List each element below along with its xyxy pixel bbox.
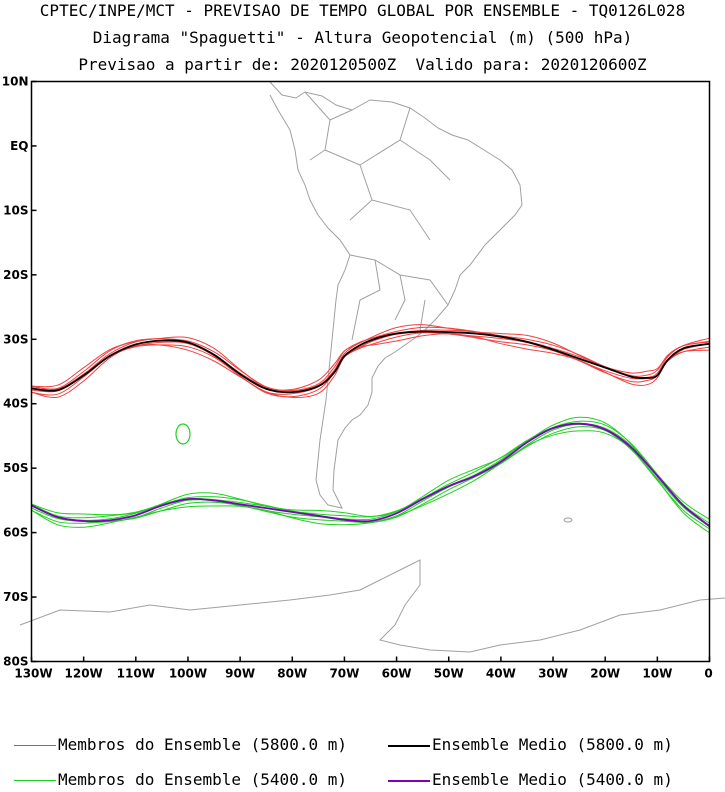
chart-title-line-1: CPTEC/INPE/MCT - PREVISAO DE TEMPO GLOBA… xyxy=(39,1,686,20)
legend-swatch-mean-5400 xyxy=(388,780,430,782)
legend-swatch-mean-5800 xyxy=(388,745,430,747)
x-tick-label-4: 90W xyxy=(225,667,255,681)
y-tick-label-3: 20S xyxy=(3,268,28,282)
series-2-member-line-0 xyxy=(31,430,710,534)
south-america-coastline xyxy=(269,81,523,509)
legend-label-members-5400: Membros do Ensemble (5400.0 m) xyxy=(58,770,347,789)
y-tick-label-5: 40S xyxy=(3,397,28,411)
spaghetti-map: 130W 120W 110W 100W 90W 80W 70W 60W 50W 40W 30W 20W… xyxy=(2,75,725,681)
plot-frame xyxy=(30,80,711,663)
series-3-mean-line xyxy=(31,422,711,527)
y-tick-label-9: 80S xyxy=(3,655,28,669)
series-2-member-line-3 xyxy=(31,422,710,526)
series-3-group xyxy=(31,422,711,527)
series-1-group xyxy=(31,330,710,394)
y-tick-label-4: 30S xyxy=(3,332,28,346)
chart-title-line-3: Previsao a partir de: 2020120500Z Valido… xyxy=(78,55,647,74)
series-1-mean-line xyxy=(31,330,710,394)
y-tick-label-0: 10N xyxy=(2,75,29,89)
x-tick-label-13: 0 xyxy=(704,667,712,681)
x-tick-label-9: 40W xyxy=(486,667,516,681)
legend-label-mean-5800: Ensemble Medio (5800.0 m) xyxy=(432,735,673,754)
series-0-member-line-0 xyxy=(31,333,710,399)
southern-islands xyxy=(563,517,573,523)
x-tick-label-8: 50W xyxy=(434,667,464,681)
series-0-member-line-5 xyxy=(31,324,710,391)
y-tick-label-1: EQ xyxy=(10,139,28,153)
series-2-member-line-2 xyxy=(31,423,710,528)
y-tick-label-6: 50S xyxy=(3,461,28,475)
legend-swatch-members-5400 xyxy=(14,780,56,781)
x-tick-label-3: 100W xyxy=(169,667,207,681)
series-0-member-line-1 xyxy=(31,332,710,398)
antarctica-coastline xyxy=(19,559,725,653)
series-0-group xyxy=(31,324,710,399)
x-tick-label-2: 110W xyxy=(117,667,155,681)
y-tick-label-7: 60S xyxy=(3,526,28,540)
legend-swatch-members-5800 xyxy=(14,745,56,746)
x-tick-label-5: 80W xyxy=(277,667,307,681)
series-0-member-line-3 xyxy=(31,329,710,392)
x-tick-label-11: 20W xyxy=(590,667,620,681)
series-0-member-line-2 xyxy=(31,331,710,395)
series-0-member-line-4 xyxy=(31,326,710,392)
x-tick-label-12: 10W xyxy=(642,667,672,681)
coastline-layer xyxy=(19,81,725,653)
y-tick-label-2: 10S xyxy=(3,203,28,217)
isolated-contour xyxy=(175,423,191,445)
series-layer xyxy=(31,324,711,534)
x-tick-label-6: 70W xyxy=(329,667,359,681)
series-2-member-line-5 xyxy=(31,416,710,520)
legend-label-mean-5400: Ensemble Medio (5400.0 m) xyxy=(432,770,673,789)
x-tick-label-1: 120W xyxy=(65,667,103,681)
series-2-member-line-4 xyxy=(31,420,710,524)
legend-label-members-5800: Membros do Ensemble (5800.0 m) xyxy=(58,735,347,754)
y-tick-label-8: 70S xyxy=(3,590,28,604)
x-tick-label-10: 30W xyxy=(538,667,568,681)
country-borders xyxy=(304,91,451,341)
x-tick-label-0: 130W xyxy=(14,667,52,681)
chart-title-line-2: Diagrama "Spaguetti" - Altura Geopotenci… xyxy=(92,28,633,47)
x-tick-label-7: 60W xyxy=(382,667,412,681)
tick-layer: 130W 120W 110W 100W 90W 80W 70W 60W 50W 40W 30W 20W… xyxy=(2,75,713,681)
